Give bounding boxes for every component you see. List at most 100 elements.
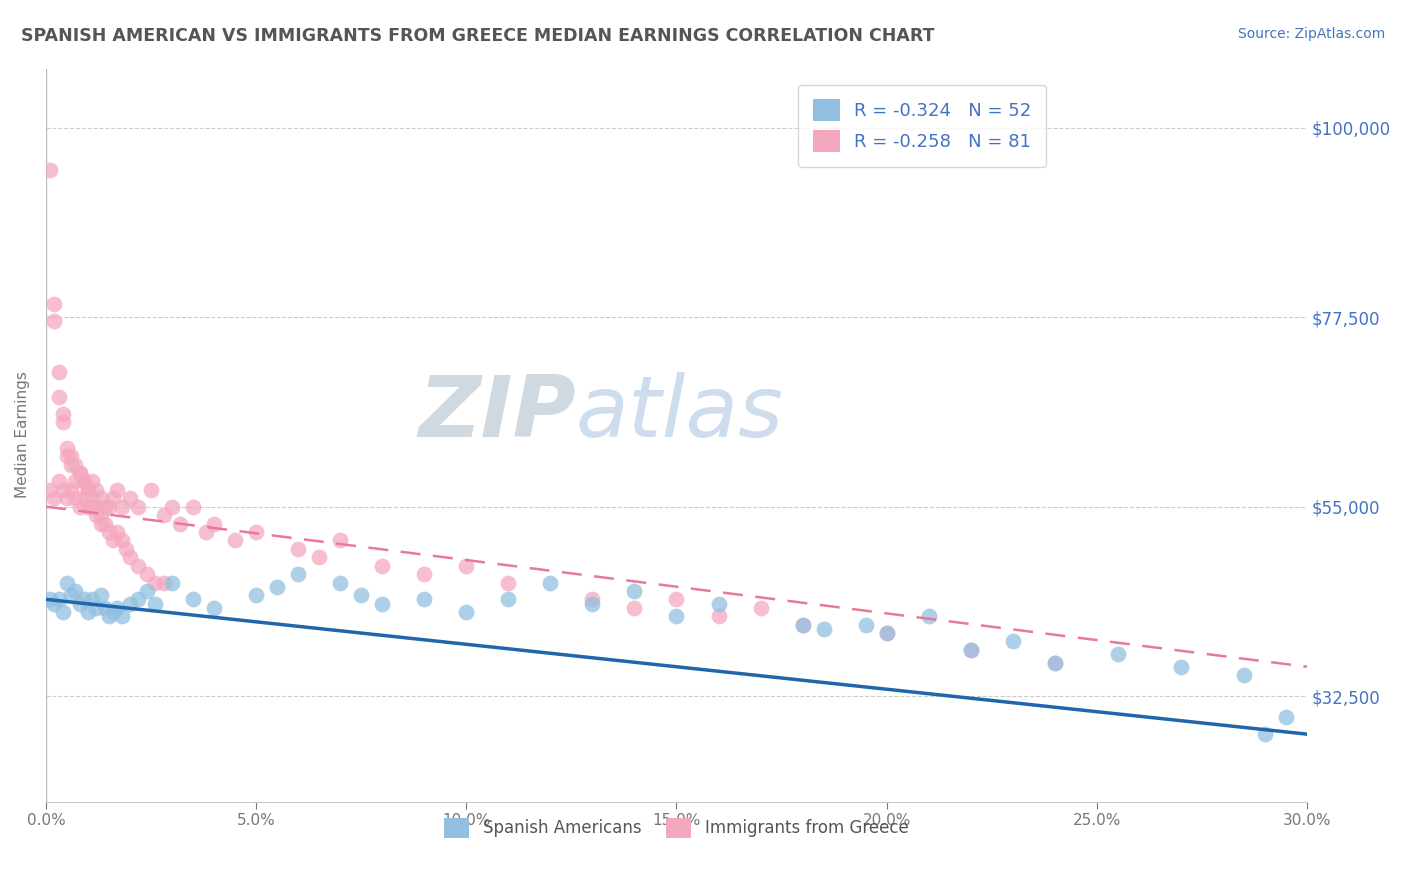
Point [60,449,83,463]
Point [65,475,87,489]
Point [876,626,898,640]
Point [118,491,141,506]
Point [127,558,149,573]
Point [152,508,174,522]
Point [77,605,100,619]
Point [82,491,104,506]
Point [65,458,87,472]
Point [456,605,478,619]
Point [90,491,112,506]
Point [918,609,941,624]
Point [103,491,125,506]
Point [86,500,108,514]
Point [90,508,112,522]
Point [707,609,730,624]
Point [77,483,100,497]
Point [82,500,104,514]
Point [1001,634,1024,648]
Point [86,600,108,615]
Point [48,475,70,489]
Point [82,475,104,489]
Point [98,609,121,624]
Point [1043,656,1066,670]
Point [538,575,561,590]
Point [245,524,267,539]
Point [48,592,70,607]
Point [1170,659,1192,673]
Point [111,533,134,548]
Point [792,617,814,632]
Point [143,597,166,611]
Point [39,162,62,177]
Point [44,597,66,611]
Point [194,524,217,539]
Point [118,597,141,611]
Text: Source: ZipAtlas.com: Source: ZipAtlas.com [1237,27,1385,41]
Point [329,575,352,590]
Text: atlas: atlas [575,372,783,455]
Point [266,580,288,594]
Point [94,600,117,615]
Point [69,597,91,611]
Point [959,643,981,657]
Point [413,592,436,607]
Point [224,533,246,548]
Point [111,500,134,514]
Point [56,441,79,455]
Point [456,558,478,573]
Point [665,592,688,607]
Point [69,466,91,480]
Point [103,605,125,619]
Point [287,541,309,556]
Point [52,416,75,430]
Point [749,600,772,615]
Point [623,600,645,615]
Point [127,500,149,514]
Point [94,500,117,514]
Point [152,575,174,590]
Point [73,475,96,489]
Point [202,516,225,531]
Point [287,567,309,582]
Point [115,541,138,556]
Point [60,483,83,497]
Point [813,622,835,636]
Point [86,483,108,497]
Point [202,600,225,615]
Point [77,483,100,497]
Point [56,575,79,590]
Point [329,533,352,548]
Point [60,588,83,602]
Point [94,516,117,531]
Point [135,583,157,598]
Point [581,597,603,611]
Point [44,314,66,328]
Point [73,592,96,607]
Point [623,583,645,598]
Point [707,597,730,611]
Point [77,500,100,514]
Point [48,390,70,404]
Point [118,550,141,565]
Point [181,500,204,514]
Point [498,575,520,590]
Point [350,588,373,602]
Point [107,483,129,497]
Point [90,516,112,531]
Y-axis label: Median Earnings: Median Earnings [15,372,30,499]
Point [371,558,394,573]
Point [1233,668,1256,682]
Point [103,533,125,548]
Point [52,407,75,421]
Point [160,500,183,514]
Point [39,483,62,497]
Point [160,575,183,590]
Point [181,592,204,607]
Point [44,297,66,311]
Point [98,500,121,514]
Point [65,583,87,598]
Point [1275,710,1298,724]
Point [52,483,75,497]
Point [39,592,62,607]
Point [73,491,96,506]
